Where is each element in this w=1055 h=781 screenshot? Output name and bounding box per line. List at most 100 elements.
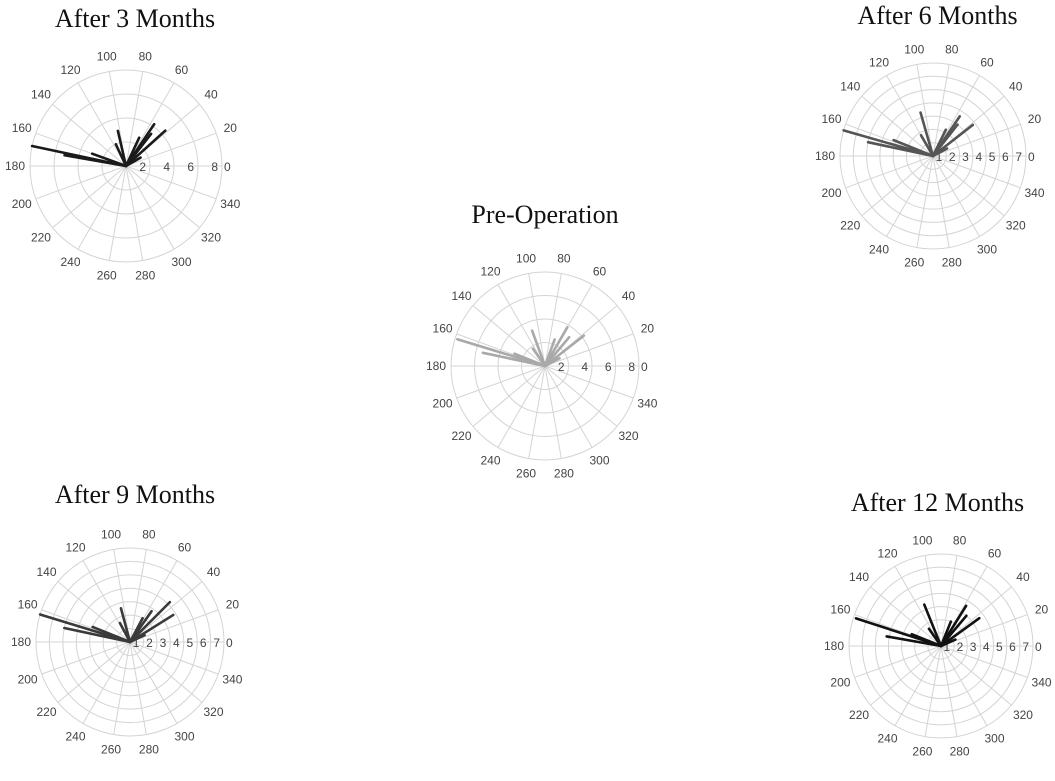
grid-spoke [940, 645, 1012, 706]
angle-label: 180 [5, 159, 25, 173]
grid-spoke [940, 645, 1028, 678]
data-segment [910, 632, 943, 648]
angle-label: 340 [220, 197, 240, 211]
radial-tick-label: 8 [628, 360, 635, 374]
panel-title: After 3 Months [54, 4, 216, 33]
angle-label: 100 [912, 534, 932, 548]
angle-label: 60 [178, 541, 192, 555]
angle-label: 100 [101, 528, 121, 542]
grid-spoke [57, 581, 131, 643]
angle-label: 120 [869, 55, 889, 69]
grid-spoke [932, 155, 1005, 217]
radial-tick-label: 5 [996, 640, 1003, 654]
polar-panel-9-months: After 9 Months 20 40 60 80 100 120 140 160 180 20… [11, 476, 250, 781]
data-segment [931, 147, 949, 158]
grid-spoke [544, 273, 562, 367]
angle-label: 40 [204, 88, 218, 102]
radial-tick-label: 7 [1015, 150, 1022, 164]
data-segment [128, 616, 144, 644]
grid-spoke [125, 165, 144, 261]
grid-spoke [113, 549, 131, 643]
grid-spoke [129, 549, 147, 643]
grid-spoke [932, 155, 1021, 189]
grid-spoke [125, 71, 144, 167]
angle-label: 220 [31, 230, 51, 244]
angle-label: 200 [12, 197, 32, 211]
radial-tick-label: 4 [173, 636, 180, 650]
grid-spoke [940, 555, 958, 647]
angle-label: 180 [11, 635, 31, 649]
grid-spoke [854, 645, 942, 678]
angle-label: 300 [174, 729, 194, 743]
angle-label: 20 [1035, 602, 1049, 616]
radial-tick-label: 6 [200, 636, 207, 650]
data-segment [885, 635, 943, 648]
angle-label: 320 [1006, 218, 1026, 232]
data-segment [124, 129, 167, 168]
data-segment [63, 626, 132, 644]
angle-label: 240 [60, 255, 80, 269]
angle-label: 280 [139, 742, 159, 756]
angle-label: 340 [1024, 186, 1044, 200]
data-segment [931, 123, 959, 158]
angle-label: 200 [18, 672, 38, 686]
angle-label: 220 [451, 429, 471, 443]
radial-tick-label: 8 [211, 160, 218, 174]
angle-label: 320 [1013, 708, 1033, 722]
data-segment [530, 329, 547, 368]
data-segment [90, 152, 128, 168]
data-segment [63, 153, 128, 168]
angle-label-zero: 0 [226, 636, 233, 650]
grid-spoke [886, 155, 934, 237]
grid-spoke [544, 365, 634, 399]
grid-spoke [894, 566, 942, 647]
angle-label-zero: 0 [1035, 640, 1042, 654]
panel-title: After 9 Months [54, 480, 216, 509]
angle-label: 340 [1032, 676, 1052, 690]
angle-label: 20 [226, 598, 240, 612]
grid-spoke [544, 365, 562, 459]
data-segment [38, 613, 132, 644]
grid-spoke [924, 555, 942, 647]
angle-label: 120 [65, 541, 85, 555]
angle-label: 120 [877, 546, 897, 560]
grid-spoke [940, 645, 958, 737]
angle-label: 160 [830, 602, 850, 616]
grid-spoke [544, 365, 618, 427]
grid-spoke [932, 64, 950, 157]
data-segment [119, 606, 132, 644]
angle-label: 40 [207, 565, 221, 579]
angle-label: 300 [171, 255, 191, 269]
angle-label: 140 [36, 565, 56, 579]
angle-label: 20 [224, 121, 238, 135]
radial-tick-label: 6 [187, 160, 194, 174]
angle-label: 300 [984, 732, 1004, 746]
grid-spoke [472, 365, 546, 427]
radial-tick-label: 6 [605, 360, 612, 374]
grid-spoke [129, 641, 147, 735]
grid-spoke [125, 165, 200, 229]
polar-panel-3-months: After 3 Months 20 40 60 80 100 120 140 160 180 20… [5, 0, 250, 310]
grid-spoke [544, 333, 634, 367]
angle-label: 140 [840, 80, 860, 94]
angle-label: 200 [433, 396, 453, 410]
radial-tick-label: 1 [943, 640, 950, 654]
radial-tick-label: 5 [186, 636, 193, 650]
data-segment [128, 633, 146, 644]
grid-spoke [129, 641, 219, 675]
grid-spoke [861, 95, 934, 157]
angle-label: 220 [840, 218, 860, 232]
radial-tick-label: 4 [975, 150, 982, 164]
angle-label: 280 [554, 466, 574, 480]
angle-label: 60 [988, 546, 1002, 560]
angle-label: 140 [451, 289, 471, 303]
radial-tick-label: 4 [983, 640, 990, 654]
angle-label: 140 [849, 570, 869, 584]
grid-spoke [870, 645, 942, 706]
data-segment [939, 616, 981, 648]
grid-spoke [528, 365, 546, 459]
radial-tick-label: 7 [213, 636, 220, 650]
grid-spoke [497, 284, 546, 367]
angle-label: 60 [175, 63, 189, 77]
